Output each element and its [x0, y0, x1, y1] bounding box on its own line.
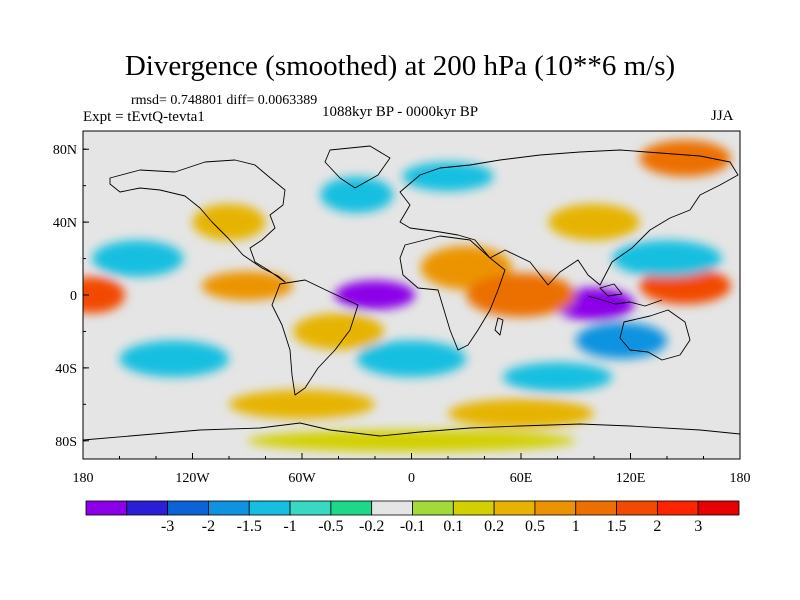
- colorbar-label: -1: [283, 518, 297, 535]
- field-anomaly: [201, 271, 293, 301]
- eurasia-outline: [399, 149, 739, 286]
- field-anomaly: [192, 203, 266, 241]
- colorbar-swatch: [289, 500, 332, 516]
- field-anomaly: [119, 340, 229, 377]
- colorbar-label: 1.5: [606, 518, 627, 535]
- field-anomaly: [247, 429, 576, 452]
- y-tick-label: 0: [70, 289, 77, 304]
- colorbar-label: 0.5: [524, 518, 545, 535]
- colorbar-label: 2: [653, 518, 662, 535]
- indonesia-outline: [587, 283, 663, 307]
- y-tick-label: 40S: [55, 362, 77, 377]
- y-axis: 80N 40N 0 40S 80S: [53, 143, 89, 450]
- colorbar-swatch: [534, 500, 577, 516]
- period-label: 1088kyr BP - 0000kyr BP: [322, 104, 479, 120]
- colorbar-label: -0.1: [399, 518, 426, 535]
- colorbar-swatch: [697, 500, 740, 516]
- africa-outline: [399, 235, 506, 351]
- x-tick-label: 60E: [510, 471, 533, 486]
- colorbar-swatch: [248, 500, 291, 516]
- experiment-label: Expt = tEvtQ-tevta1: [83, 109, 205, 125]
- x-axis: 180 120W 60W 0 60E 120E 180: [73, 453, 751, 486]
- colorbar-label: -3: [160, 518, 175, 535]
- madagascar-outline: [494, 317, 504, 336]
- colorbar-swatch: [126, 500, 169, 516]
- colorbar-swatch: [330, 500, 373, 516]
- antarctica-outline: [83, 422, 740, 441]
- field-anomaly: [334, 280, 416, 310]
- x-tick-label: 120W: [175, 471, 210, 486]
- season-label: JJA: [711, 108, 734, 124]
- y-tick-label: 80N: [53, 143, 77, 158]
- field-anomaly: [639, 140, 731, 177]
- colorbar-swatch: [493, 500, 536, 516]
- colorbar-label: -1.5: [236, 518, 262, 535]
- x-tick-label: 0: [408, 471, 415, 486]
- colorbar-swatch: [85, 500, 128, 516]
- field-anomaly: [639, 267, 731, 305]
- field-anomaly: [229, 389, 375, 419]
- field-anomaly: [502, 362, 613, 392]
- greenland-outline: [324, 145, 391, 189]
- field-anomaly: [466, 273, 576, 317]
- field-anomaly: [292, 313, 385, 350]
- colorbar: [85, 500, 740, 516]
- colorbar-label: -0.2: [359, 518, 385, 535]
- colorbar-swatch: [616, 500, 658, 516]
- x-tick-label: 180: [730, 471, 751, 486]
- field-anomaly: [448, 398, 594, 429]
- colorbar-swatch: [412, 500, 454, 516]
- y-tick-label: 80S: [55, 435, 77, 450]
- field-anomaly: [548, 203, 640, 241]
- colorbar-swatch: [167, 500, 209, 516]
- y-tick-label: 40N: [53, 216, 77, 231]
- colorbar-swatch: [452, 500, 495, 516]
- field-anomaly: [83, 276, 125, 314]
- x-tick-label: 120E: [616, 471, 646, 486]
- colorbar-label: -2: [201, 518, 216, 535]
- colorbar-label: 1: [571, 518, 580, 535]
- stats-label: rmsd= 0.748801 diff= 0.0063389: [131, 93, 318, 108]
- continent-outlines: [83, 145, 740, 441]
- divergence-field: [83, 140, 731, 452]
- field-anomaly: [92, 240, 184, 277]
- colorbar-swatch: [371, 500, 413, 516]
- field-anomaly: [320, 176, 394, 213]
- north-america-outline: [109, 159, 286, 283]
- colorbar-swatch: [575, 500, 617, 516]
- colorbar-swatch: [656, 500, 699, 516]
- colorbar-label: 0.2: [484, 518, 505, 535]
- field-anomaly: [402, 161, 494, 192]
- page-title: Divergence (smoothed) at 200 hPa (10**6 …: [124, 50, 676, 82]
- x-tick-label: 60W: [288, 471, 316, 486]
- colorbar-label: 3: [694, 518, 703, 535]
- field-anomaly: [575, 322, 667, 359]
- australia-outline: [619, 309, 691, 361]
- x-tick-label: 180: [73, 471, 94, 486]
- south-america-outline: [271, 279, 359, 396]
- colorbar-swatch: [208, 500, 250, 516]
- colorbar-label: 0.1: [443, 518, 464, 535]
- colorbar-label: -0.5: [318, 518, 344, 535]
- field-anomaly: [612, 240, 722, 277]
- field-anomaly: [356, 340, 467, 377]
